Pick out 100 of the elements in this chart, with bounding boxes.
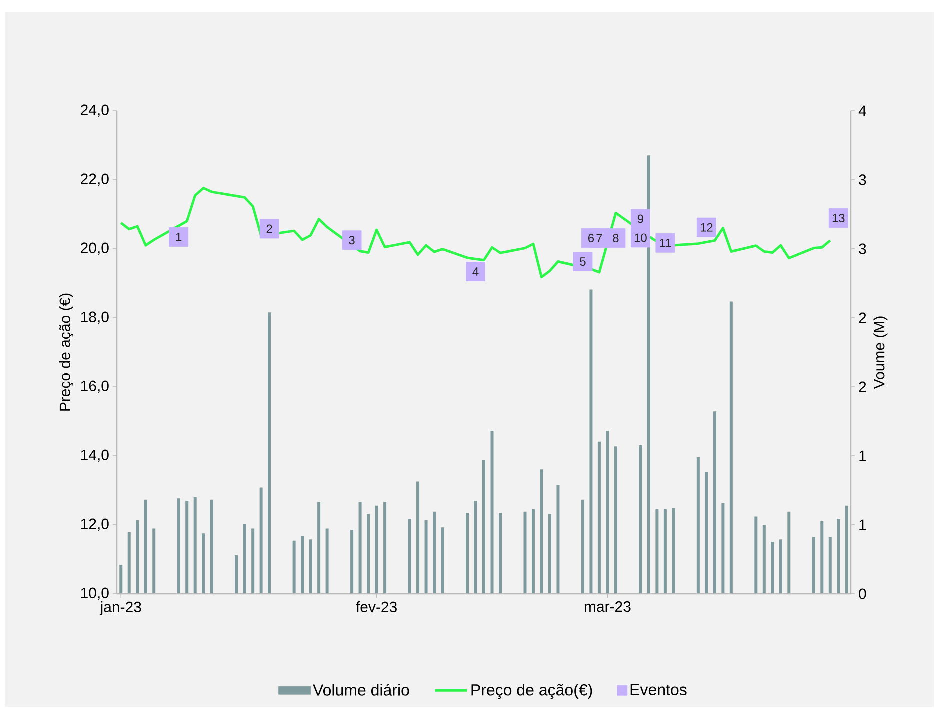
bar bbox=[532, 509, 535, 594]
bar bbox=[730, 302, 733, 594]
annotation: 8 bbox=[613, 234, 619, 243]
y-tick-label: 22,0 bbox=[81, 174, 109, 186]
bar bbox=[128, 532, 131, 594]
bar bbox=[812, 537, 816, 594]
bar bbox=[301, 536, 304, 594]
annotation: 9 bbox=[638, 214, 644, 224]
bar bbox=[318, 502, 321, 594]
x-tick-label: jan-23 bbox=[100, 602, 142, 616]
y2-tick-label: 4 bbox=[858, 106, 866, 116]
bar bbox=[441, 528, 444, 594]
bar bbox=[524, 512, 527, 594]
bar bbox=[482, 460, 486, 594]
bar bbox=[326, 528, 329, 594]
y2-tick-label: 0 bbox=[859, 588, 866, 600]
bar bbox=[136, 520, 140, 594]
bar bbox=[771, 542, 774, 594]
bar bbox=[235, 555, 238, 594]
annotation: 5 bbox=[580, 258, 586, 266]
bar bbox=[358, 502, 362, 594]
bar bbox=[375, 506, 378, 594]
annotation: 4 bbox=[472, 268, 479, 276]
bar bbox=[540, 470, 544, 594]
bar bbox=[590, 290, 593, 594]
y-tick-label: 10,0 bbox=[81, 588, 109, 600]
bar bbox=[152, 528, 156, 594]
annotation: 6 bbox=[588, 234, 594, 243]
bar bbox=[243, 524, 246, 594]
bar bbox=[194, 497, 197, 594]
bar bbox=[556, 485, 560, 594]
bar bbox=[672, 508, 676, 594]
bar bbox=[837, 519, 840, 594]
y-tick-label: 24,0 bbox=[81, 104, 109, 118]
annotation: 2 bbox=[266, 224, 272, 234]
bar bbox=[647, 156, 650, 594]
bar bbox=[408, 519, 412, 594]
bar bbox=[779, 540, 782, 594]
bar bbox=[845, 506, 848, 594]
bar bbox=[820, 522, 824, 594]
y-tick-label: 20,0 bbox=[81, 242, 109, 256]
bar bbox=[292, 540, 296, 594]
bar bbox=[260, 488, 263, 594]
annotation: 13 bbox=[832, 214, 845, 223]
legend-label: Eventos bbox=[630, 684, 687, 696]
bar bbox=[754, 516, 758, 594]
bar bbox=[186, 501, 189, 594]
annotation: 10 bbox=[634, 234, 647, 242]
bar bbox=[498, 513, 502, 594]
bar bbox=[384, 502, 387, 594]
y-tick-label: 16,0 bbox=[81, 380, 109, 394]
bar bbox=[268, 312, 272, 594]
bar bbox=[210, 500, 214, 594]
bar bbox=[350, 530, 354, 594]
bar bbox=[762, 525, 766, 594]
y2-tick-label: 1 bbox=[860, 450, 866, 462]
bar bbox=[581, 500, 584, 594]
bar bbox=[490, 430, 494, 594]
x-tick-label: fev-23 bbox=[356, 602, 397, 613]
y2-tick-label: 3 bbox=[859, 174, 866, 186]
bar bbox=[202, 534, 206, 594]
y2-tick-label: 3 bbox=[859, 244, 866, 254]
y2-axis-title: Voume (M) bbox=[874, 316, 888, 390]
x-tick-label: mar-23 bbox=[584, 602, 631, 612]
bar bbox=[466, 513, 470, 594]
bar bbox=[416, 482, 420, 594]
bar bbox=[120, 565, 123, 594]
bar bbox=[433, 512, 436, 594]
bar bbox=[606, 430, 610, 594]
y2-tick-label: 1 bbox=[860, 520, 866, 530]
bar bbox=[144, 500, 148, 594]
bar bbox=[548, 514, 552, 594]
y2-tick-label: 2 bbox=[859, 312, 866, 324]
bar bbox=[664, 509, 667, 594]
y-axis-title: Preço de ação (€) bbox=[59, 294, 74, 411]
bar bbox=[177, 498, 180, 594]
bar bbox=[722, 503, 725, 594]
bar bbox=[424, 520, 428, 594]
annotation: 1 bbox=[176, 233, 182, 242]
bar bbox=[474, 501, 478, 594]
y-tick-label: 14,0 bbox=[81, 450, 109, 462]
bar bbox=[713, 412, 716, 594]
bar bbox=[309, 540, 312, 594]
bar bbox=[367, 514, 370, 594]
legend-label: Preço de ação(€) bbox=[472, 684, 592, 700]
annotation: 7 bbox=[596, 234, 602, 242]
bar bbox=[598, 442, 601, 594]
annotation: 12 bbox=[700, 223, 713, 232]
bar bbox=[639, 445, 642, 594]
y2-tick-label: 2 bbox=[859, 382, 866, 392]
bar bbox=[252, 528, 255, 594]
bar bbox=[656, 509, 659, 594]
line-series bbox=[120, 187, 832, 279]
y-tick-label: 18,0 bbox=[81, 312, 109, 324]
legend-label: Volume diário bbox=[313, 684, 410, 696]
bar bbox=[828, 537, 832, 594]
bar bbox=[614, 446, 618, 594]
y-tick-label: 12,0 bbox=[81, 518, 109, 532]
annotation: 11 bbox=[660, 239, 672, 248]
bar bbox=[696, 458, 700, 594]
